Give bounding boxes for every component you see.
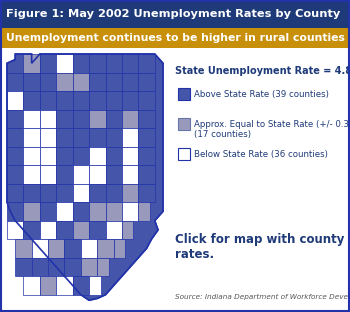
Polygon shape — [7, 54, 163, 300]
Text: Click for map with county rates.: Click for map with county rates. — [175, 233, 344, 261]
Bar — [106, 165, 122, 184]
Bar — [106, 184, 122, 202]
Bar — [122, 54, 138, 72]
Bar — [89, 221, 106, 239]
Bar — [106, 54, 122, 72]
Text: Source: Indiana Department of Workforce Development: Source: Indiana Department of Workforce … — [175, 294, 350, 300]
Bar — [56, 128, 73, 147]
Bar — [81, 239, 97, 258]
Bar — [7, 202, 23, 221]
Bar — [56, 221, 73, 239]
Bar — [122, 221, 133, 239]
Bar — [40, 165, 56, 184]
Bar — [15, 258, 32, 276]
Bar — [73, 221, 89, 239]
Bar — [7, 91, 23, 110]
Bar — [7, 110, 23, 128]
Bar — [23, 128, 40, 147]
Bar — [40, 184, 56, 202]
Bar — [89, 165, 106, 184]
Bar — [73, 165, 89, 184]
Bar — [138, 184, 155, 202]
Bar — [64, 239, 81, 258]
Bar — [23, 91, 40, 110]
Bar — [7, 147, 23, 165]
Bar — [122, 128, 138, 147]
Bar — [23, 165, 40, 184]
Bar — [23, 147, 40, 165]
Bar — [48, 258, 64, 276]
Bar — [56, 184, 73, 202]
Bar — [178, 88, 190, 100]
Bar — [73, 110, 89, 128]
Bar — [73, 276, 89, 295]
Text: Figure 1: May 2002 Unemployment Rates by County: Figure 1: May 2002 Unemployment Rates by… — [6, 9, 340, 19]
Bar — [56, 202, 73, 221]
Bar — [73, 54, 89, 72]
Bar — [81, 258, 97, 276]
Bar — [138, 91, 155, 110]
Bar — [73, 202, 89, 221]
Bar — [122, 91, 138, 110]
Text: State Unemployment Rate = 4.8%: State Unemployment Rate = 4.8% — [175, 66, 350, 76]
Bar — [138, 147, 155, 165]
Bar — [23, 110, 40, 128]
Bar — [106, 147, 122, 165]
Bar — [40, 54, 56, 72]
Bar — [89, 128, 106, 147]
Bar — [40, 110, 56, 128]
Bar — [40, 91, 56, 110]
Text: Approx. Equal to State Rate (+/- 0.3)
(17 counties): Approx. Equal to State Rate (+/- 0.3) (1… — [194, 120, 350, 139]
Bar — [73, 72, 89, 91]
Bar — [89, 110, 106, 128]
Bar — [89, 202, 106, 221]
Bar — [7, 72, 23, 91]
Bar — [89, 147, 106, 165]
Bar — [56, 165, 73, 184]
Bar — [56, 110, 73, 128]
Bar — [56, 91, 73, 110]
Bar — [122, 72, 138, 91]
Bar — [122, 147, 138, 165]
Bar — [106, 202, 122, 221]
Bar — [23, 184, 40, 202]
Bar — [89, 54, 106, 72]
Bar — [32, 258, 48, 276]
Bar — [97, 239, 114, 258]
Bar — [40, 128, 56, 147]
Bar — [122, 110, 138, 128]
Bar — [89, 72, 106, 91]
Bar — [7, 221, 23, 239]
Bar — [56, 276, 73, 295]
Bar — [138, 202, 150, 221]
Bar — [40, 72, 56, 91]
Bar — [106, 91, 122, 110]
Bar — [73, 147, 89, 165]
Bar — [89, 276, 100, 295]
Bar — [23, 221, 40, 239]
Bar — [89, 91, 106, 110]
Bar — [0, 0, 350, 28]
Bar — [138, 110, 155, 128]
Bar — [32, 239, 48, 258]
Bar — [7, 165, 23, 184]
Text: Above State Rate (39 counties): Above State Rate (39 counties) — [194, 90, 329, 99]
Bar — [97, 258, 109, 276]
Bar — [73, 91, 89, 110]
Bar — [122, 202, 138, 221]
Bar — [7, 184, 23, 202]
Bar — [40, 202, 56, 221]
Bar — [23, 202, 40, 221]
Bar — [56, 147, 73, 165]
Bar — [73, 184, 89, 202]
Bar — [122, 184, 138, 202]
Bar — [23, 54, 40, 72]
Bar — [15, 239, 32, 258]
Text: Below State Rate (36 counties): Below State Rate (36 counties) — [194, 150, 328, 159]
Bar — [0, 28, 350, 48]
Bar — [40, 147, 56, 165]
Bar — [138, 54, 155, 72]
Bar — [56, 72, 73, 91]
Bar — [48, 239, 64, 258]
Bar — [64, 258, 81, 276]
